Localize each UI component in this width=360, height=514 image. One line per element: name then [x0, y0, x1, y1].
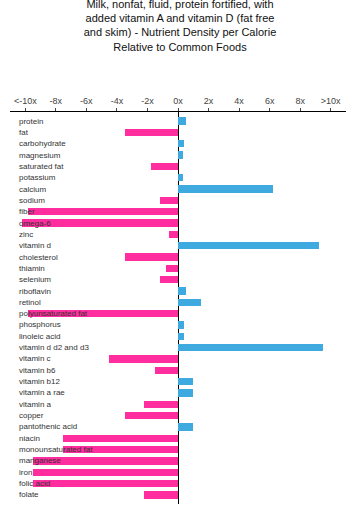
svg-text:zinc: zinc: [19, 230, 33, 239]
svg-text:-2x: -2x: [141, 96, 154, 106]
svg-text:8x: 8x: [295, 96, 305, 106]
svg-text:calcium: calcium: [19, 185, 46, 194]
svg-text:Milk, nonfat, fluid, protein f: Milk, nonfat, fluid, protein fortified, …: [84, 0, 277, 53]
svg-text:vitamin d: vitamin d: [19, 241, 51, 250]
svg-text:retinol: retinol: [19, 298, 41, 307]
svg-text:6x: 6x: [265, 96, 275, 106]
svg-text:linoleic acid: linoleic acid: [19, 332, 60, 341]
svg-text:saturated fat: saturated fat: [19, 162, 64, 171]
svg-text:niacin: niacin: [19, 434, 40, 443]
svg-text:riboflavin: riboflavin: [19, 287, 51, 296]
svg-text:cholesterol: cholesterol: [19, 253, 58, 262]
svg-text:-4x: -4x: [111, 96, 124, 106]
svg-text:0x: 0x: [173, 96, 183, 106]
svg-text:manganese: manganese: [19, 456, 61, 465]
svg-text:2x: 2x: [204, 96, 214, 106]
svg-text:sodium: sodium: [19, 196, 45, 205]
svg-text:<-10x: <-10x: [14, 96, 37, 106]
svg-text:omega-6: omega-6: [19, 219, 51, 228]
svg-text:iron: iron: [19, 468, 32, 477]
svg-text:folic acid: folic acid: [19, 479, 50, 488]
svg-text:fiber: fiber: [19, 207, 35, 216]
svg-text:pantothenic acid: pantothenic acid: [19, 422, 77, 431]
svg-text:folate: folate: [19, 490, 39, 499]
svg-text:potassium: potassium: [19, 173, 56, 182]
svg-text:copper: copper: [19, 411, 44, 420]
svg-text:fat: fat: [19, 128, 29, 137]
svg-text:>10x: >10x: [321, 96, 341, 106]
svg-text:vitamin a: vitamin a: [19, 400, 52, 409]
svg-text:magnesium: magnesium: [19, 151, 61, 160]
svg-text:vitamin a rae: vitamin a rae: [19, 388, 65, 397]
svg-text:vitamin b6: vitamin b6: [19, 366, 56, 375]
svg-text:carbohydrate: carbohydrate: [19, 139, 66, 148]
svg-text:vitamin d d2 and d3: vitamin d d2 and d3: [19, 343, 89, 352]
svg-text:-8x: -8x: [50, 96, 63, 106]
svg-text:polyunsaturated fat: polyunsaturated fat: [19, 309, 88, 318]
svg-text:vitamin c: vitamin c: [19, 354, 51, 363]
svg-text:phosphorus: phosphorus: [19, 320, 61, 329]
svg-text:-6x: -6x: [80, 96, 93, 106]
svg-text:monounsaturated fat: monounsaturated fat: [19, 445, 93, 454]
svg-text:thiamin: thiamin: [19, 264, 45, 273]
svg-text:4x: 4x: [234, 96, 244, 106]
svg-text:selenium: selenium: [19, 275, 51, 284]
svg-text:vitamin b12: vitamin b12: [19, 377, 60, 386]
svg-text:protein: protein: [19, 117, 43, 126]
